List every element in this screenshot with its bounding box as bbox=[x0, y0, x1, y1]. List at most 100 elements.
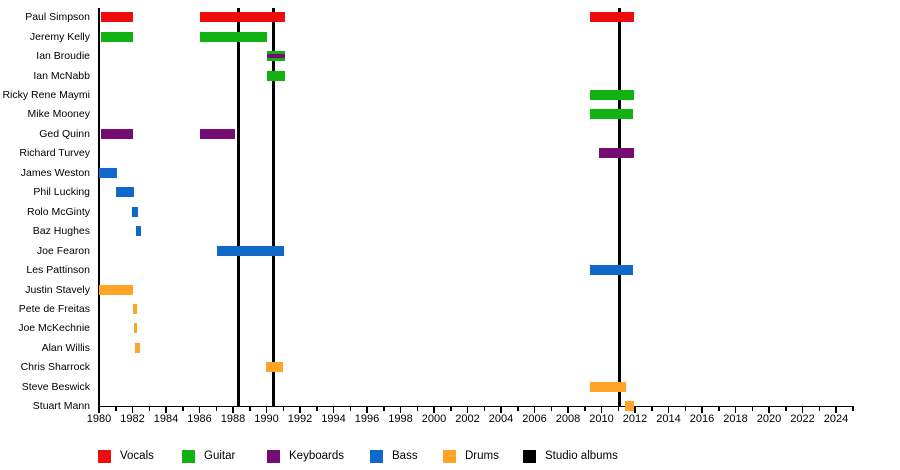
secondary-role-stripe bbox=[266, 54, 285, 59]
x-axis-tick-label: 2012 bbox=[622, 413, 648, 425]
x-axis-tick-label: 1994 bbox=[321, 413, 346, 425]
member-tenure-bar bbox=[589, 109, 634, 120]
x-axis-minor-tick bbox=[349, 407, 351, 411]
member-tenure-bar bbox=[99, 284, 133, 295]
x-axis-tick-label: 2000 bbox=[421, 413, 447, 425]
legend-label: Guitar bbox=[204, 450, 236, 462]
x-axis-tick-label: 2002 bbox=[455, 413, 480, 425]
member-name: Alan Willis bbox=[41, 341, 90, 354]
bass-legend-swatch bbox=[370, 450, 383, 463]
member-name: Paul Simpson bbox=[25, 11, 90, 24]
studio-album-line bbox=[271, 8, 275, 407]
x-axis-tick bbox=[433, 407, 435, 413]
x-axis-tick bbox=[265, 407, 268, 413]
x-axis-tick-label: 2006 bbox=[522, 413, 547, 425]
x-axis-minor-tick bbox=[115, 407, 117, 411]
member-tenure-bar bbox=[200, 128, 235, 139]
x-axis-line bbox=[98, 405, 854, 407]
member-tenure-bar bbox=[266, 51, 285, 62]
member-tenure-bar bbox=[100, 12, 134, 23]
x-axis-tick bbox=[131, 407, 134, 413]
x-axis-minor-tick bbox=[316, 407, 318, 411]
member-tenure-bar bbox=[217, 245, 285, 256]
x-axis-tick-label: 2024 bbox=[823, 413, 849, 425]
member-name: Ian McNabb bbox=[33, 69, 90, 82]
x-axis-tick bbox=[734, 407, 737, 413]
member-tenure-bar bbox=[131, 206, 138, 217]
x-axis-minor-tick bbox=[483, 407, 485, 411]
member-tenure-bar bbox=[135, 342, 141, 353]
vocals-legend-swatch bbox=[98, 450, 111, 463]
x-axis-tick bbox=[198, 407, 201, 413]
studio-album-line bbox=[236, 8, 240, 407]
member-name: Richard Turvey bbox=[19, 147, 90, 160]
x-axis-tick bbox=[299, 407, 301, 413]
member-tenure-bar bbox=[624, 401, 635, 412]
x-axis-tick bbox=[466, 407, 469, 413]
member-name: Chris Sharrock bbox=[20, 361, 90, 374]
member-tenure-bar bbox=[266, 70, 285, 81]
member-name: Ricky Rene Maymi bbox=[2, 89, 90, 101]
x-axis-minor-tick bbox=[584, 407, 586, 411]
x-axis-minor-tick bbox=[148, 407, 150, 411]
x-axis-tick-label: 2020 bbox=[756, 413, 782, 425]
member-name: Ian Broudie bbox=[36, 50, 90, 63]
member-name: Joe Fearon bbox=[36, 244, 90, 257]
legend-label: Keyboards bbox=[289, 450, 344, 462]
member-name: James Weston bbox=[20, 166, 90, 179]
x-axis-tick-label: 2004 bbox=[488, 413, 514, 425]
member-tenure-bar bbox=[589, 90, 635, 100]
member-name: Pete de Freitas bbox=[18, 302, 90, 315]
x-axis-tick bbox=[500, 407, 502, 413]
x-axis-minor-tick bbox=[718, 407, 720, 411]
x-axis-tick-label: 1986 bbox=[187, 413, 212, 425]
drums-legend-swatch bbox=[443, 450, 456, 463]
member-name: Steve Beswick bbox=[21, 380, 90, 393]
keyboards-legend-swatch bbox=[267, 450, 280, 463]
x-axis-minor-tick bbox=[617, 407, 619, 411]
x-axis-minor-tick bbox=[182, 407, 184, 411]
x-axis-tick-label: 1992 bbox=[287, 413, 313, 425]
member-tenure-bar bbox=[135, 226, 141, 237]
member-name: Stuart Mann bbox=[32, 400, 90, 413]
x-axis-tick bbox=[165, 407, 167, 413]
x-axis-minor-tick bbox=[450, 407, 452, 411]
member-tenure-bar bbox=[598, 148, 635, 159]
x-axis-tick bbox=[332, 407, 335, 413]
x-axis-tick-label: 2008 bbox=[555, 413, 581, 425]
x-axis-minor-tick bbox=[282, 407, 284, 411]
member-name: Les Pattinson bbox=[26, 264, 90, 277]
y-axis-line bbox=[98, 8, 100, 407]
member-tenure-bar bbox=[134, 323, 137, 334]
x-axis-minor-tick bbox=[852, 407, 854, 411]
x-axis-tick-label: 1996 bbox=[354, 413, 380, 425]
member-tenure-bar bbox=[99, 167, 117, 178]
member-tenure-bar bbox=[265, 362, 284, 373]
member-tenure-bar bbox=[115, 187, 135, 198]
x-axis-tick-label: 1998 bbox=[388, 413, 413, 425]
x-axis-minor-tick bbox=[818, 407, 820, 411]
member-tenure-bar bbox=[100, 31, 134, 42]
x-axis-tick bbox=[567, 407, 569, 413]
member-name: Mike Mooney bbox=[27, 108, 90, 121]
member-tenure-bar bbox=[589, 381, 626, 392]
x-axis-tick-label: 1982 bbox=[120, 413, 145, 425]
x-axis-minor-tick bbox=[383, 407, 385, 411]
guitar-legend-swatch bbox=[182, 450, 195, 463]
x-axis-tick-label: 1988 bbox=[220, 413, 246, 425]
x-axis-tick-label: 2022 bbox=[790, 413, 815, 425]
member-tenure-bar bbox=[589, 12, 635, 23]
x-axis-minor-tick bbox=[684, 407, 686, 411]
legend-label: Bass bbox=[392, 450, 418, 462]
x-axis-tick-label: 1990 bbox=[254, 413, 279, 425]
x-axis-tick-label: 2010 bbox=[589, 413, 614, 425]
member-name: Rolo McGinty bbox=[26, 205, 90, 218]
member-tenure-bar bbox=[199, 12, 285, 23]
x-axis-tick bbox=[634, 407, 636, 413]
x-axis-tick-label: 1980 bbox=[86, 413, 112, 425]
member-name: Joe McKechnie bbox=[18, 322, 90, 335]
studio-album-line bbox=[618, 8, 622, 407]
x-axis-tick bbox=[399, 407, 402, 413]
x-axis-minor-tick bbox=[249, 407, 251, 411]
x-axis-tick bbox=[801, 407, 804, 413]
